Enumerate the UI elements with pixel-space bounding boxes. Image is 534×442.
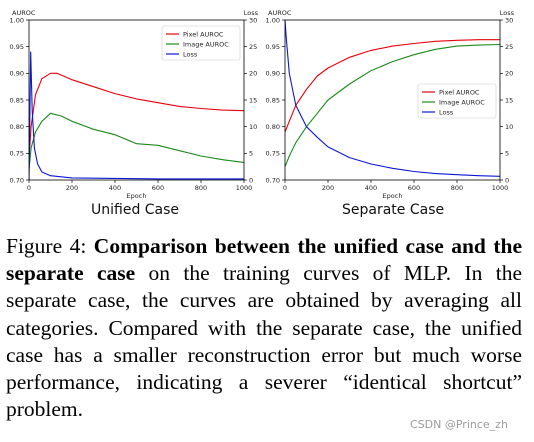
- figure-label: Figure 4:: [6, 234, 87, 258]
- y-right-tick-label: 25: [249, 43, 257, 51]
- x-tick-label: 200: [322, 184, 334, 192]
- figure-caption: Figure 4: Comparison between the unified…: [6, 233, 522, 423]
- unified-case-chart: 0 200 400 600 800 10000.700.750.800.850.900.9…: [10, 9, 259, 200]
- y-right-tick-label: 15: [505, 96, 513, 104]
- x-tick-label: 600: [408, 184, 420, 192]
- x-tick-label: 200: [66, 184, 78, 192]
- y-left-axis-label: AUROC: [268, 9, 292, 17]
- y-right-axis-label: Loss: [500, 9, 515, 17]
- x-tick-label: 800: [195, 184, 207, 192]
- separate-case-label: Separate Case: [342, 202, 445, 218]
- series-line-image-auroc: [29, 112, 244, 170]
- y-right-tick-label: 10: [249, 123, 257, 131]
- legend-label: Pixel AUROC: [439, 88, 480, 96]
- y-left-tick-label: 0.75: [266, 150, 280, 158]
- y-left-tick-label: 1.00: [10, 16, 24, 24]
- series-line-image-auroc: [285, 43, 500, 167]
- y-left-tick-label: 0.80: [10, 123, 24, 131]
- y-left-tick-label: 0.85: [10, 96, 24, 104]
- y-right-tick-label: 0: [505, 176, 509, 184]
- y-right-tick-label: 30: [249, 16, 257, 24]
- legend-box: [417, 83, 497, 119]
- series-line-pixel-auroc: [285, 39, 500, 133]
- x-axis-label: Epoch: [127, 192, 147, 200]
- y-left-tick-label: 0.85: [266, 96, 280, 104]
- legend-label: Pixel AUROC: [183, 30, 224, 38]
- series-group: [285, 20, 500, 177]
- x-tick-label: 0: [283, 184, 287, 192]
- legend-label: Image AUROC: [183, 40, 229, 48]
- y-right-tick-label: 0: [249, 176, 253, 184]
- y-right-tick-label: 20: [249, 70, 257, 78]
- caption-bold-text: Comparison between the unified case and …: [6, 234, 523, 286]
- legend-label: Loss: [439, 108, 454, 116]
- x-axis-label: Epoch: [383, 192, 403, 200]
- y-right-tick-label: 25: [505, 43, 513, 51]
- y-right-tick-label: 5: [505, 150, 509, 158]
- x-tick-label: 800: [451, 184, 463, 192]
- y-left-tick-label: 0.80: [266, 123, 280, 131]
- series-line-loss: [285, 20, 500, 177]
- y-right-tick-label: 30: [505, 16, 513, 24]
- legend-box: [161, 25, 241, 61]
- caption-body-text: on the training curves of MLP. In the se…: [6, 261, 522, 422]
- x-tick-label: 1000: [236, 184, 253, 192]
- legend: Pixel AUROC Image AUROC Loss: [161, 25, 241, 61]
- y-left-tick-label: 0.95: [10, 43, 24, 51]
- legend-label: Loss: [183, 50, 198, 58]
- y-left-tick-label: 1.00: [266, 16, 280, 24]
- y-left-tick-label: 0.70: [10, 176, 24, 184]
- series-group: [29, 51, 244, 180]
- charts-figure: 0 200 400 600 800 10000.700.750.800.850.900.9…: [10, 9, 515, 200]
- x-tick-label: 400: [109, 184, 121, 192]
- series-line-pixel-auroc: [29, 72, 244, 159]
- y-right-tick-label: 20: [505, 70, 513, 78]
- y-left-tick-label: 0.70: [266, 176, 280, 184]
- y-right-tick-label: 15: [249, 96, 257, 104]
- y-right-axis-label: Loss: [244, 9, 259, 17]
- separate-case-chart: 0 200 400 600 800 10000.700.750.800.850.900.9…: [266, 9, 515, 200]
- y-right-tick-label: 10: [505, 123, 513, 131]
- x-tick-label: 400: [365, 184, 377, 192]
- x-tick-label: 600: [152, 184, 164, 192]
- x-tick-label: 0: [27, 184, 31, 192]
- y-left-tick-label: 0.75: [10, 150, 24, 158]
- legend-label: Image AUROC: [439, 98, 485, 106]
- unified-case-label: Unified Case: [91, 202, 180, 218]
- x-tick-label: 1000: [492, 184, 509, 192]
- y-right-tick-label: 5: [249, 150, 253, 158]
- y-left-tick-label: 0.90: [10, 70, 24, 78]
- y-left-axis-label: AUROC: [12, 9, 36, 17]
- legend: Pixel AUROC Image AUROC Loss: [417, 83, 497, 119]
- watermark: CSDN @Prince_zh: [410, 418, 508, 431]
- y-left-tick-label: 0.95: [266, 43, 280, 51]
- y-left-tick-label: 0.90: [266, 70, 280, 78]
- series-line-loss: [29, 51, 244, 180]
